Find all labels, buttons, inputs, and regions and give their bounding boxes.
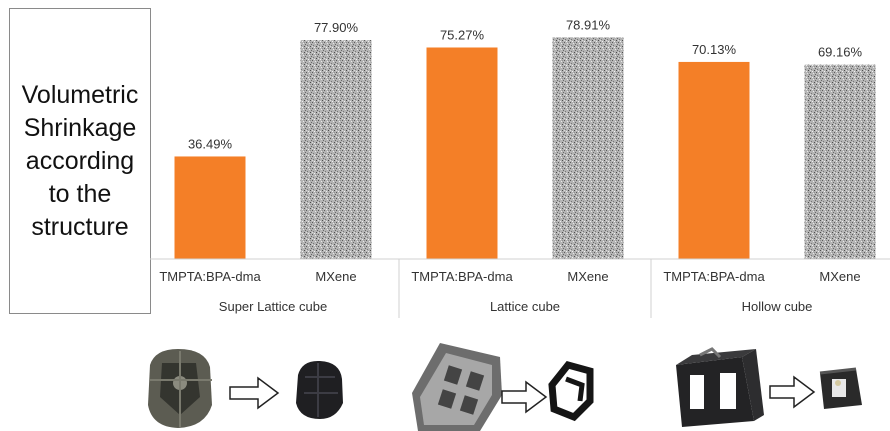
arrow-right-icon — [501, 380, 548, 414]
group-tick-label: Super Lattice cube — [219, 299, 327, 314]
hollow-cube-after-photo — [819, 367, 862, 409]
chart-title-box: Volumetric Shrinkage according to the st… — [9, 8, 151, 314]
sample-photos — [148, 343, 862, 431]
lattice-cube-before-photo — [412, 343, 502, 431]
data-label: 70.13% — [692, 42, 737, 57]
category-tick-label: MXene — [567, 269, 608, 284]
bar-1 — [174, 156, 246, 259]
bar-6 — [804, 64, 876, 259]
data-label: 77.90% — [314, 20, 359, 35]
bar-5 — [678, 61, 750, 260]
arrow-right-icon — [769, 375, 816, 409]
group-tick-label: Lattice cube — [490, 299, 560, 314]
data-label: 36.49% — [188, 136, 233, 151]
data-label: 78.91% — [566, 17, 611, 32]
category-tick-label: TMPTA:BPA-dma — [159, 269, 261, 284]
category-tick-label: MXene — [315, 269, 356, 284]
group-tick-label: Hollow cube — [742, 299, 813, 314]
arrow-right-icon — [229, 376, 280, 410]
hollow-cube-before-photo — [676, 347, 764, 427]
bar-3 — [426, 47, 498, 259]
bar-chart: 36.49% 77.90% 75.27% 78.91% 70.13% 69.16% TMP… — [150, 17, 890, 318]
bar-2 — [300, 40, 372, 260]
bar-4 — [552, 37, 624, 259]
chart-title: Volumetric Shrinkage according to the st… — [21, 80, 139, 241]
category-tick-label: TMPTA:BPA-dma — [663, 269, 765, 284]
data-label: 69.16% — [818, 45, 863, 60]
lattice-cube-after-photo — [548, 361, 594, 422]
category-tick-label: TMPTA:BPA-dma — [411, 269, 513, 284]
super-lattice-cube-after-photo — [296, 360, 343, 419]
data-label: 75.27% — [440, 27, 485, 42]
super-lattice-cube-before-photo — [148, 349, 212, 428]
category-tick-label: MXene — [819, 269, 860, 284]
